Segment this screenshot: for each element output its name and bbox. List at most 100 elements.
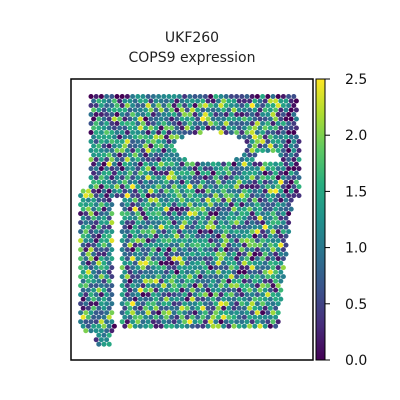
expression-spot (156, 274, 162, 280)
expression-spot (132, 143, 138, 149)
expression-spot (278, 251, 284, 257)
expression-spot (257, 170, 263, 176)
expression-spot (213, 103, 219, 108)
expression-spot (124, 256, 130, 262)
expression-spot (109, 256, 115, 262)
expression-spot (150, 166, 156, 172)
expression-spot (234, 193, 240, 199)
expression-spot (109, 328, 115, 334)
expression-spot (260, 265, 266, 271)
expression-spot (145, 247, 151, 253)
expression-spot (143, 323, 149, 329)
expression-spot (106, 170, 112, 176)
expression-spot (179, 323, 185, 329)
expression-spot (221, 323, 227, 329)
expression-spot (221, 296, 227, 302)
expression-spot (169, 260, 175, 266)
expression-spot (143, 314, 149, 320)
expression-spot (98, 220, 104, 226)
expression-spot (278, 197, 284, 203)
expression-spot (176, 130, 182, 135)
expression-spot (127, 197, 133, 203)
expression-spot (122, 260, 128, 266)
expression-spot (197, 130, 203, 135)
expression-spot (98, 184, 104, 190)
expression-spot (187, 310, 193, 316)
expression-spot (288, 170, 294, 176)
expression-spot (286, 157, 292, 162)
expression-spot (218, 319, 224, 325)
expression-spot (140, 148, 146, 153)
expression-spot (291, 103, 297, 108)
expression-spot (208, 184, 214, 190)
expression-spot (106, 107, 112, 113)
expression-spot (106, 143, 112, 149)
expression-spot (148, 197, 154, 203)
expression-spot (119, 292, 125, 298)
expression-spot (239, 94, 245, 99)
expression-spot (150, 220, 156, 226)
expression-spot (210, 179, 216, 185)
expression-spot (179, 242, 185, 248)
expression-spot (114, 112, 120, 117)
expression-spot (80, 206, 86, 212)
expression-spot (244, 274, 250, 280)
expression-spot (275, 175, 281, 181)
expression-spot (124, 175, 130, 181)
expression-spot (127, 224, 133, 230)
expression-spot (293, 116, 299, 122)
expression-spot (234, 130, 240, 135)
expression-spot (231, 179, 237, 185)
expression-spot (254, 310, 260, 316)
expression-spot (265, 220, 271, 226)
expression-spot (148, 296, 154, 302)
expression-spot (254, 202, 260, 208)
expression-spot (158, 260, 164, 266)
expression-spot (192, 247, 198, 253)
expression-spot (145, 283, 151, 289)
expression-spot (275, 292, 281, 298)
expression-spot (83, 193, 89, 199)
expression-spot (88, 265, 94, 271)
expression-spot (109, 229, 115, 235)
expression-spot (96, 116, 102, 122)
expression-spot (114, 130, 120, 135)
expression-spot (267, 296, 273, 302)
expression-spot (195, 98, 201, 104)
expression-spot (195, 323, 201, 329)
expression-spot (137, 161, 143, 167)
expression-spot (106, 278, 112, 284)
expression-spot (270, 130, 276, 135)
expression-spot (252, 314, 258, 320)
expression-spot (278, 287, 284, 293)
expression-spot (169, 215, 175, 221)
expression-spot (247, 215, 253, 221)
expression-spot (228, 229, 234, 235)
expression-spot (254, 229, 260, 235)
expression-spot (241, 323, 247, 329)
expression-spot (254, 130, 260, 135)
expression-spot (132, 152, 138, 158)
expression-spot (184, 197, 190, 203)
expression-spot (262, 134, 268, 140)
expression-spot (98, 328, 104, 334)
expression-spot (202, 310, 208, 316)
expression-spot (78, 220, 84, 226)
expression-spot (273, 305, 279, 311)
expression-spot (241, 287, 247, 293)
expression-spot (236, 107, 242, 113)
expression-spot (218, 103, 224, 108)
expression-spot (260, 139, 266, 144)
expression-spot (234, 211, 240, 217)
expression-spot (197, 301, 203, 307)
expression-spot (260, 256, 266, 262)
expression-spot (215, 107, 221, 113)
expression-spot (163, 278, 169, 284)
chart-title-line1: UKF260 (165, 30, 219, 46)
expression-spot (176, 301, 182, 307)
expression-spot (145, 220, 151, 226)
expression-spot (210, 215, 216, 221)
expression-spot (200, 305, 206, 311)
expression-spot (169, 170, 175, 176)
expression-spot (187, 292, 193, 298)
